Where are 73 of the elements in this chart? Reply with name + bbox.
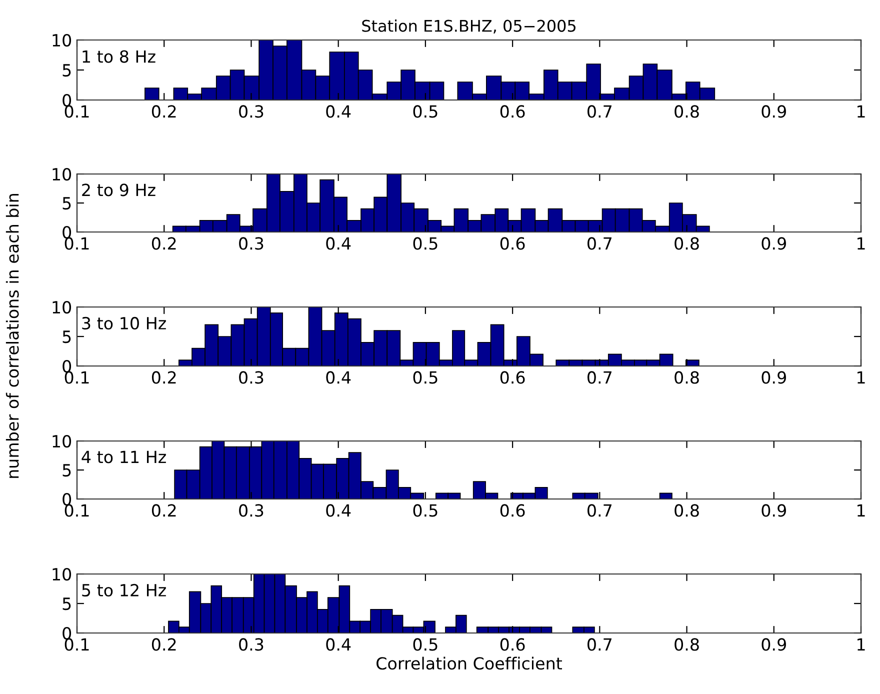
x-tick-label: 0.8: [674, 237, 699, 250]
x-tick-label: 0.9: [762, 371, 786, 384]
x-tick-label: 0.4: [326, 237, 351, 250]
x-tick-label: 0.3: [239, 638, 264, 651]
x-tick-label: 0.9: [762, 638, 786, 651]
x-tick-label: 0.7: [588, 371, 612, 384]
x-tick-label: 0.4: [326, 638, 351, 651]
x-tick-label: 0.5: [413, 105, 438, 118]
x-tick-label: 0.3: [239, 237, 264, 250]
annotation: 2 to 9 Hz: [82, 184, 156, 196]
x-tick-label: 0.8: [674, 371, 699, 384]
y-tick-label: 10: [52, 434, 72, 448]
y-tick-label: 0: [62, 360, 72, 373]
y-tick-label: 0: [62, 226, 72, 239]
y-tick-label: 0: [62, 492, 72, 506]
x-tick-label: 0.5: [413, 371, 438, 384]
annotation: 3 to 10 Hz: [82, 316, 166, 330]
x-tick-label: 0.5: [413, 638, 438, 651]
x-tick-label: 1: [858, 638, 865, 651]
x-tick-label: 0.6: [500, 638, 525, 651]
y-tick-label: 5: [62, 197, 71, 210]
x-tick-label: 0.7: [588, 105, 612, 118]
y-tick-label: 5: [62, 330, 71, 344]
x-tick-label: 0.4: [326, 504, 351, 517]
annotation: 4 to 11 Hz: [82, 450, 166, 464]
x-tick-label: 1: [858, 371, 865, 384]
x-tick-label: 1: [858, 504, 865, 517]
x-tick-label: 0.4: [326, 105, 351, 118]
x-tick-label: 0.3: [239, 371, 264, 384]
x-tick-label: 0.9: [762, 105, 786, 118]
x-tick-label: 1: [858, 237, 865, 250]
y-tick-label: 10: [52, 568, 72, 581]
x-tick-label: 0.6: [500, 237, 525, 250]
y-tick-label: 5: [62, 598, 71, 610]
y-tick-label: 10: [52, 34, 72, 47]
x-axis-title: Correlation Coefficient: [376, 656, 562, 670]
x-tick-label: 0.1: [64, 504, 89, 517]
chart-title: Station E1S.BHZ, 05−2005: [362, 20, 576, 34]
y-tick-label: 5: [62, 464, 71, 477]
x-tick-label: 0.8: [674, 504, 699, 517]
annotation: 5 to 12 Hz: [82, 584, 166, 597]
y-tick-label: 0: [62, 626, 72, 640]
x-tick-label: 0.5: [413, 504, 438, 517]
x-tick-label: 0.7: [588, 237, 612, 250]
y-tick-label: 5: [62, 64, 71, 77]
x-tick-label: 1: [858, 105, 865, 118]
y-axis-title: number of correlations in each bin: [6, 194, 19, 478]
x-tick-label: 0.9: [762, 237, 786, 250]
x-tick-label: 0.3: [239, 504, 264, 517]
x-tick-label: 0.7: [588, 638, 612, 651]
x-tick-label: 0.8: [674, 105, 699, 118]
x-tick-label: 0.4: [326, 371, 351, 384]
x-tick-label: 0.9: [762, 504, 786, 517]
y-tick-label: 0: [62, 94, 72, 107]
x-tick-label: 0.6: [500, 371, 525, 384]
x-tick-label: 0.2: [152, 504, 176, 517]
x-tick-label: 0.7: [588, 504, 612, 517]
x-tick-label: 0.1: [64, 371, 89, 384]
x-tick-label: 0.5: [413, 237, 438, 250]
x-tick-label: 0.8: [674, 638, 699, 651]
x-tick-label: 0.2: [152, 105, 176, 118]
y-tick-label: 10: [52, 300, 72, 314]
x-tick-label: 0.1: [64, 105, 89, 118]
x-tick-label: 0.6: [500, 105, 525, 118]
x-tick-label: 0.6: [500, 504, 525, 517]
x-tick-label: 0.1: [64, 237, 89, 250]
x-tick-label: 0.2: [152, 638, 176, 651]
x-tick-label: 0.1: [64, 638, 89, 651]
x-tick-label: 0.2: [152, 371, 176, 384]
x-tick-label: 0.2: [152, 237, 176, 250]
annotation: 1 to 8 Hz: [82, 50, 156, 63]
x-tick-label: 0.3: [239, 105, 264, 118]
y-tick-label: 10: [52, 168, 72, 181]
